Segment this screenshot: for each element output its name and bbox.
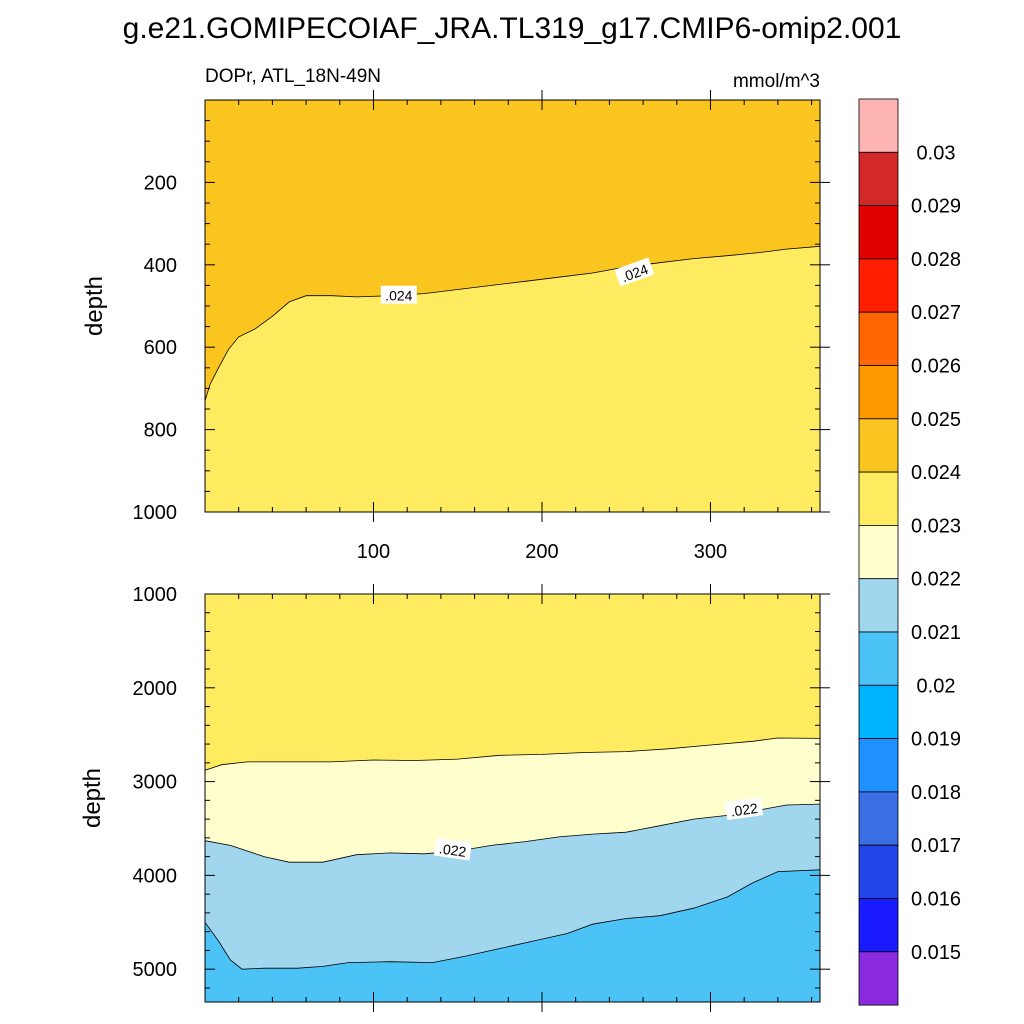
colorbar-label: 0.029 (911, 196, 961, 218)
region-1-3 (205, 869, 820, 1002)
variable-label: DOPr, ATL_18N-49N (205, 66, 381, 87)
colorbar: 0.03 0.029 0.028 0.027 0.026 0.025 0.024 0.023 0… (858, 98, 961, 1006)
contour-label-text: .024 (385, 288, 412, 304)
y-tick-label: 1000 (133, 584, 178, 606)
contour-line-1-2 (204, 869, 821, 970)
lower-contour-labels: .022 .022 (433, 797, 764, 861)
colorbar-box-15 (858, 898, 899, 953)
colorbar-label: 0.016 (911, 889, 961, 911)
contour-label-text: .022 (438, 840, 467, 860)
upper-y-axis-label: depth (81, 276, 108, 336)
colorbar-label: 0.021 (911, 622, 961, 644)
y-tick-label: 1000 (133, 502, 178, 524)
colorbar-box-0 (858, 98, 899, 153)
colorbar-box-11 (858, 684, 899, 739)
y-tick-label: 200 (144, 172, 177, 194)
lower-panel: .022 .022 1000 2000 3000 4000 5000 depth (79, 584, 830, 1012)
x-tick-label: 200 (525, 541, 558, 563)
colorbar-box-3 (858, 258, 899, 313)
colorbar-label: 0.019 (911, 729, 961, 751)
y-tick-label: 800 (144, 420, 177, 442)
y-tick-label: 400 (144, 255, 177, 277)
contour-line-1-0 (204, 737, 821, 771)
colorbar-box-2 (858, 205, 899, 260)
lower-y-tick-labels: 1000 2000 3000 4000 5000 (133, 584, 178, 981)
colorbar-label: 0.02 (917, 675, 956, 697)
colorbar-boxes (858, 98, 899, 1006)
contour-label-1-1: .022 (724, 797, 764, 821)
contour-label-1-0: .022 (433, 837, 472, 861)
region-0-1 (205, 246, 820, 513)
colorbar-label: 0.017 (911, 835, 961, 857)
colorbar-label: 0.027 (911, 302, 961, 324)
colorbar-label: 0.026 (911, 356, 961, 378)
upper-contour-lines (204, 245, 821, 401)
colorbar-label: 0.03 (917, 142, 956, 164)
colorbar-box-13 (858, 791, 899, 846)
figure-title: g.e21.GOMIPECOIAF_JRA.TL319_g17.CMIP6-om… (123, 12, 902, 45)
lower-contour-fill (205, 594, 820, 1002)
colorbar-box-14 (858, 844, 899, 899)
colorbar-box-10 (858, 631, 899, 686)
x-tick-label: 100 (357, 541, 390, 563)
units-label: mmol/m^3 (733, 71, 820, 92)
lower-contour-lines (204, 737, 821, 970)
y-tick-label: 3000 (133, 772, 178, 794)
contour-line-1-1 (204, 803, 821, 863)
colorbar-label: 0.025 (911, 409, 961, 431)
y-tick-label: 5000 (133, 959, 178, 981)
colorbar-label: 0.028 (911, 249, 961, 271)
upper-y-tick-labels: 200 400 600 800 1000 (133, 172, 178, 524)
colorbar-label: 0.022 (911, 569, 961, 591)
colorbar-box-7 (858, 471, 899, 526)
upper-axis-ticks (205, 90, 830, 522)
y-tick-label: 600 (144, 337, 177, 359)
lower-axis-ticks (205, 584, 830, 1012)
y-tick-label: 4000 (133, 865, 178, 887)
colorbar-box-5 (858, 365, 899, 420)
colorbar-label: 0.015 (911, 942, 961, 964)
colorbar-label: 0.018 (911, 782, 961, 804)
contour-label-0-0: .024 (380, 285, 417, 304)
upper-contour-fill (205, 100, 820, 513)
colorbar-box-16 (858, 951, 899, 1006)
colorbar-label: 0.024 (911, 462, 961, 484)
contour-line-0-0 (204, 245, 821, 401)
colorbar-label: 0.023 (911, 515, 961, 537)
contour-label-text: .022 (730, 800, 759, 820)
colorbar-box-9 (858, 578, 899, 633)
colorbar-box-4 (858, 311, 899, 366)
colorbar-box-8 (858, 525, 899, 580)
x-tick-label: 300 (694, 541, 727, 563)
colorbar-box-12 (858, 738, 899, 793)
lower-plot-frame (204, 593, 821, 1003)
lower-y-axis-label: depth (79, 768, 106, 828)
colorbar-box-1 (858, 151, 899, 207)
y-tick-label: 2000 (133, 678, 178, 700)
colorbar-box-6 (858, 418, 899, 473)
colorbar-labels: 0.03 0.029 0.028 0.027 0.026 0.025 0.024 0.023 0… (911, 142, 961, 964)
upper-x-tick-labels: 100 200 300 (357, 541, 727, 563)
